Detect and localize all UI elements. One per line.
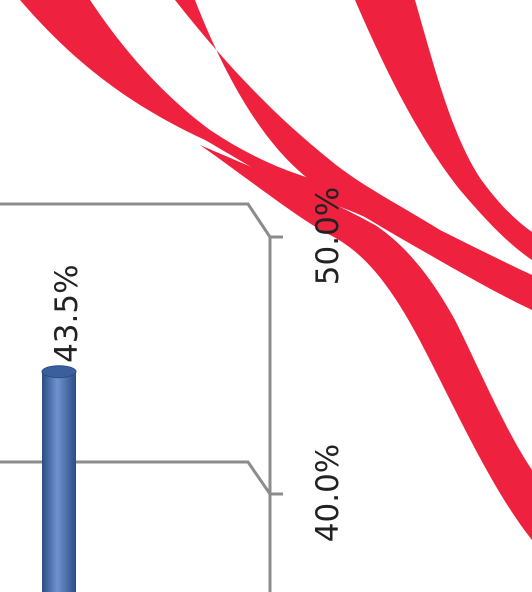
y-tick-labels: 50.0% 40.0% (310, 187, 346, 542)
bars (41, 365, 77, 592)
decorative-swoosh (20, 0, 532, 540)
swoosh-band-2 (175, 0, 532, 310)
gridline-40 (0, 460, 283, 496)
gridline-50 (0, 202, 283, 239)
swoosh-band-4 (200, 145, 532, 540)
bar-cylinder-body (42, 371, 76, 592)
bar-cylinder-top (41, 365, 77, 379)
gridlines (0, 202, 283, 496)
bar-data-label: 43.5% (49, 264, 85, 362)
swoosh-band-3 (355, 0, 532, 260)
swoosh-band-1 (20, 0, 385, 225)
y-tick-label-50: 50.0% (310, 187, 346, 285)
y-tick-label-40: 40.0% (310, 444, 346, 542)
